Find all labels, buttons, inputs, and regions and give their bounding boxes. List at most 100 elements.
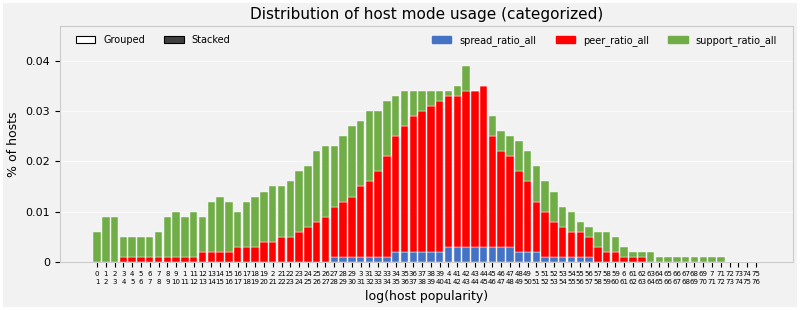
Bar (524, 181, 531, 252)
Bar (630, 252, 637, 257)
Bar (454, 247, 461, 262)
Bar (690, 257, 698, 262)
Bar (207, 252, 215, 262)
Bar (410, 252, 417, 262)
Bar (401, 126, 408, 252)
Bar (586, 227, 593, 237)
Bar (330, 206, 338, 257)
Bar (445, 91, 452, 96)
Bar (515, 252, 522, 262)
Bar (146, 257, 154, 262)
Bar (427, 252, 434, 262)
Bar (251, 247, 259, 262)
Bar (471, 247, 478, 262)
Bar (234, 247, 242, 262)
Bar (154, 232, 162, 257)
Bar (357, 121, 364, 187)
Bar (568, 257, 575, 262)
Bar (198, 217, 206, 252)
Bar (506, 136, 514, 156)
Bar (138, 257, 145, 262)
Bar (542, 181, 549, 212)
Bar (418, 91, 426, 111)
Bar (427, 106, 434, 252)
Bar (673, 257, 681, 262)
Bar (339, 136, 346, 202)
Bar (111, 217, 118, 262)
Bar (172, 257, 180, 262)
Bar (462, 247, 470, 262)
Bar (286, 237, 294, 262)
Bar (269, 187, 277, 242)
Bar (181, 257, 189, 262)
Bar (708, 257, 716, 262)
Bar (682, 257, 690, 262)
Bar (225, 202, 233, 252)
Bar (699, 257, 707, 262)
Bar (278, 237, 286, 262)
Bar (348, 126, 355, 197)
Bar (216, 252, 224, 262)
Bar (454, 96, 461, 247)
Bar (577, 257, 584, 262)
Bar (357, 257, 364, 262)
Bar (612, 252, 619, 262)
Bar (418, 252, 426, 262)
Bar (542, 257, 549, 262)
Bar (339, 257, 346, 262)
Bar (348, 197, 355, 257)
Bar (154, 257, 162, 262)
Bar (498, 151, 505, 247)
Bar (594, 232, 602, 247)
Bar (524, 151, 531, 181)
Bar (260, 192, 268, 242)
Bar (550, 257, 558, 262)
Bar (260, 242, 268, 262)
Bar (515, 141, 522, 171)
Bar (120, 237, 127, 257)
Bar (129, 257, 136, 262)
Bar (542, 212, 549, 257)
Bar (366, 257, 373, 262)
Bar (427, 91, 434, 106)
Bar (374, 257, 382, 262)
Bar (550, 222, 558, 257)
Bar (163, 257, 171, 262)
Bar (586, 257, 593, 262)
Bar (330, 146, 338, 206)
Bar (348, 257, 355, 262)
Bar (330, 257, 338, 262)
Bar (550, 192, 558, 222)
Bar (577, 232, 584, 257)
Bar (339, 202, 346, 257)
Bar (322, 146, 330, 217)
Bar (612, 237, 619, 252)
Bar (242, 202, 250, 247)
Bar (603, 252, 610, 262)
Bar (190, 212, 198, 257)
Bar (374, 111, 382, 171)
Bar (506, 247, 514, 262)
Bar (621, 247, 628, 257)
Bar (313, 222, 321, 262)
Bar (594, 247, 602, 262)
Bar (304, 166, 312, 227)
Bar (146, 237, 154, 257)
Bar (462, 91, 470, 247)
Bar (129, 237, 136, 257)
Bar (304, 227, 312, 262)
Bar (471, 91, 478, 247)
Bar (295, 171, 303, 232)
Bar (656, 257, 663, 262)
Bar (559, 227, 566, 257)
Bar (621, 257, 628, 262)
Bar (198, 252, 206, 262)
Bar (392, 252, 399, 262)
Bar (234, 212, 242, 247)
Bar (480, 86, 487, 247)
Bar (647, 252, 654, 262)
Bar (489, 247, 496, 262)
Bar (638, 252, 646, 257)
Bar (603, 232, 610, 252)
Bar (418, 111, 426, 252)
